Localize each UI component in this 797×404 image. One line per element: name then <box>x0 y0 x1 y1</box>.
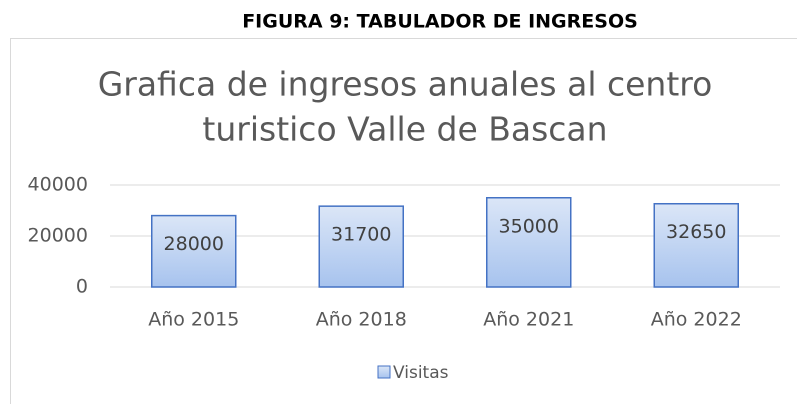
bar <box>486 197 572 288</box>
x-tick-label: Año 2018 <box>316 309 407 331</box>
figure-caption: FIGURA 9: TABULADOR DE INGRESOS <box>242 11 638 33</box>
bar <box>151 214 237 288</box>
data-label: 28000 <box>164 233 224 255</box>
data-label: 32650 <box>666 221 726 243</box>
data-label: 31700 <box>331 224 391 246</box>
x-tick-label: Año 2015 <box>148 309 239 331</box>
legend-label: Visitas <box>393 363 449 383</box>
x-tick-label: Año 2021 <box>483 309 574 331</box>
chart-title: Grafica de ingresos anuales al centro <box>98 65 713 104</box>
bar <box>653 202 739 288</box>
y-tick-label: 40000 <box>28 174 88 196</box>
x-tick-label: Año 2022 <box>651 309 742 331</box>
chart-frame <box>10 38 797 404</box>
data-label: 35000 <box>499 215 559 237</box>
y-tick-label: 0 <box>76 276 88 298</box>
legend-swatch <box>377 365 391 379</box>
bar <box>318 205 404 288</box>
chart-title: turistico Valle de Bascan <box>202 110 607 149</box>
y-tick-label: 20000 <box>28 225 88 247</box>
